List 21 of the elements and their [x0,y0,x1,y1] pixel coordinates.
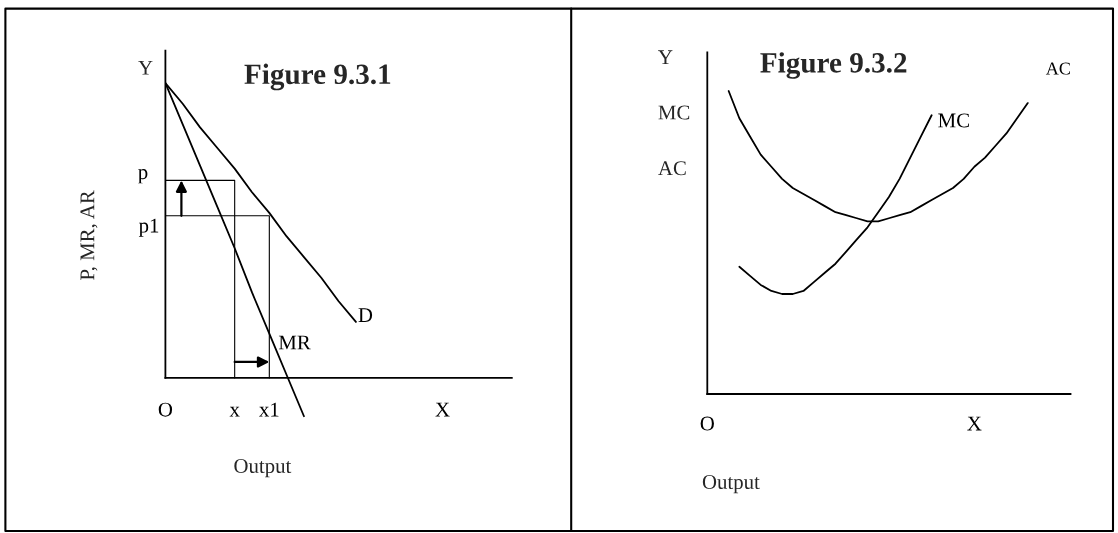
series-label: p1 [138,218,159,237]
text: Y [658,50,673,64]
legend-label: p [138,169,148,184]
series-label: MR [278,335,311,350]
series-label: D [358,308,373,322]
x-tick-label: x [229,406,240,417]
x-tick-label: X [967,416,982,431]
x-axis-title: Output [702,475,760,494]
chart-title: Figure 9.3.2 [760,52,907,79]
text: Y [138,60,153,75]
series-label: MC [938,113,969,128]
x-tick-label: x1 [259,402,279,417]
y-axis-title: P, MR, AR [80,190,98,280]
x-axis-title: Output [234,458,292,478]
text: MC [658,105,690,120]
x-tick-label: O [158,402,173,417]
x-tick-label: X [435,402,450,417]
x-tick-label: O [700,416,714,431]
chart-title: Figure 9.3.1 [244,63,391,91]
series-label: AC [1045,62,1070,75]
text: AC [658,161,686,176]
